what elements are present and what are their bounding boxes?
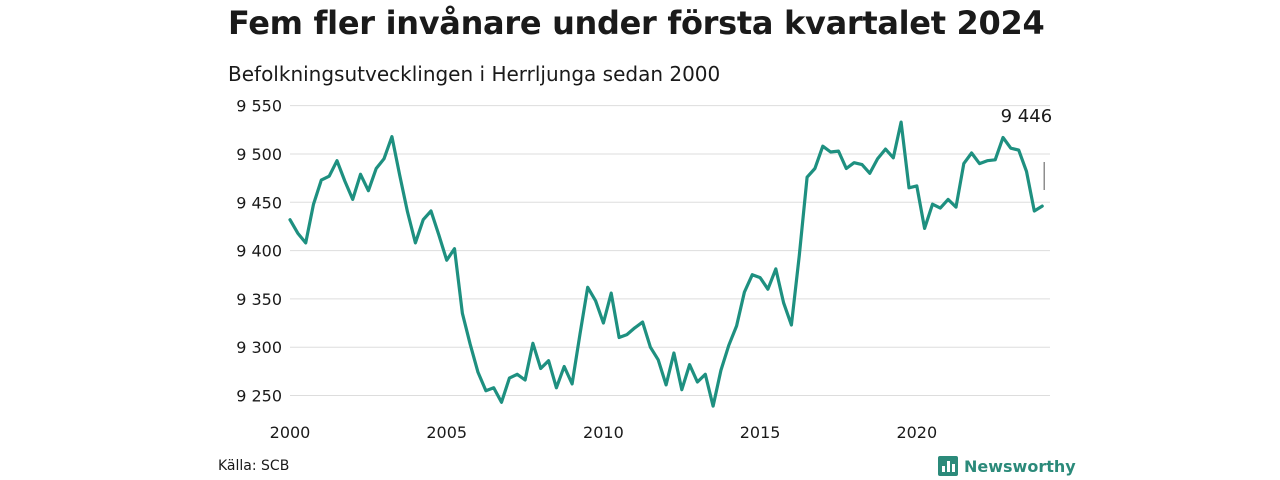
chart-title: Fem fler invånare under första kvartalet… (228, 4, 1045, 42)
gridlines (290, 105, 1050, 397)
x-tick-label: 2000 (270, 423, 311, 442)
x-tick-label: 2010 (583, 423, 624, 442)
y-axis: 9 250 9 300 9 350 9 400 9 450 9 500 9 550 (236, 97, 282, 406)
series-group (288, 120, 1044, 408)
source-note: Källa: SCB (218, 458, 290, 474)
y-tick-label: 9 550 (236, 97, 282, 116)
y-tick-label: 9 250 (236, 387, 282, 406)
line-chart: 9 250 9 300 9 350 9 400 9 450 9 500 9 550 2000… (236, 97, 1053, 442)
y-tick-label: 9 350 (236, 290, 282, 309)
x-axis: 2000 2005 2010 2015 2020 (270, 423, 938, 442)
brand-logo: Newsworthy (938, 456, 1076, 476)
y-tick-label: 9 500 (236, 145, 282, 164)
y-tick-label: 9 450 (236, 193, 282, 212)
brand-name: Newsworthy (964, 456, 1076, 476)
y-tick-label: 9 300 (236, 338, 282, 357)
y-tick-label: 9 400 (236, 242, 282, 261)
annotation-group: 9 446 (1001, 106, 1053, 190)
bar-chart-icon (938, 456, 958, 476)
x-tick-label: 2005 (426, 423, 467, 442)
x-tick-label: 2015 (740, 423, 781, 442)
chart-subtitle: Befolkningsutvecklingen i Herrljunga sed… (228, 62, 721, 86)
x-tick-label: 2020 (896, 423, 937, 442)
series-line (288, 120, 1044, 408)
last-value-label: 9 446 (1001, 106, 1053, 127)
